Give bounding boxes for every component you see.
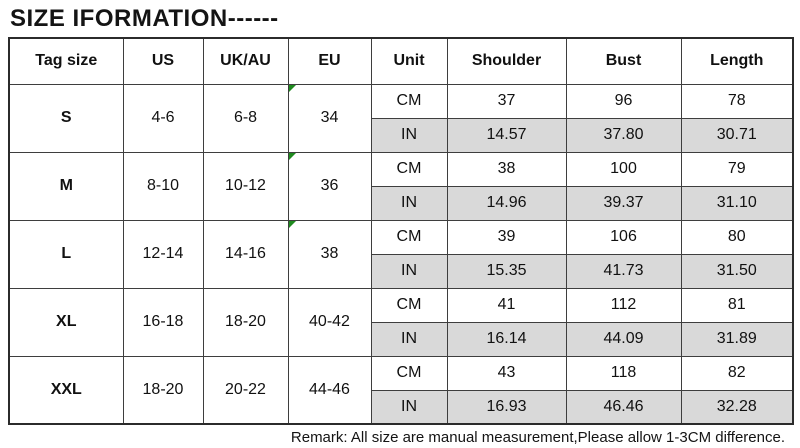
header-shoulder: Shoulder (446, 37, 567, 85)
shoulder-cm-cell: 43 (446, 355, 567, 391)
eu-size-cell: 34 (287, 83, 372, 153)
table-row-cm: XL 16-18 18-20 40-42 CM 41 112 81 (8, 287, 794, 357)
length-in-cell: 30.71 (680, 117, 794, 153)
length-in-cell: 31.89 (680, 321, 794, 357)
us-size-cell: 16-18 (122, 287, 204, 357)
header-ukau: UK/AU (202, 37, 289, 85)
header-row: Tag size US UK/AU EU Unit Shoulder Bust … (8, 37, 794, 85)
ukau-size-cell: 14-16 (202, 219, 289, 289)
shoulder-in-cell: 16.93 (446, 389, 567, 425)
us-size-cell: 4-6 (122, 83, 204, 153)
table-row-in: IN 16.14 44.09 31.89 (9, 321, 794, 357)
corner-marker-icon (289, 153, 296, 160)
unit-cm-cell: CM (370, 151, 448, 187)
size-table-body: S 4-6 6-8 34 CM 37 96 78 IN 14.57 37.80 … (8, 83, 794, 425)
tag-size-cell: L (8, 219, 124, 289)
table-row-in: IN 14.57 37.80 30.71 (9, 117, 794, 153)
length-cm-cell: 81 (680, 287, 794, 323)
header-tag-size: Tag size (8, 37, 124, 85)
header-bust: Bust (565, 37, 682, 85)
length-cm-cell: 78 (680, 83, 794, 119)
eu-size-cell: 36 (287, 151, 372, 221)
size-table: Tag size US UK/AU EU Unit Shoulder Bust … (8, 37, 794, 425)
corner-marker-icon (289, 85, 296, 92)
us-size-cell: 18-20 (122, 355, 204, 425)
bust-cm-cell: 100 (565, 151, 682, 187)
us-size-cell: 12-14 (122, 219, 204, 289)
shoulder-in-cell: 16.14 (446, 321, 567, 357)
table-row-in: IN 16.93 46.46 32.28 (9, 389, 794, 425)
header-length: Length (680, 37, 794, 85)
ukau-size-cell: 18-20 (202, 287, 289, 357)
bust-in-cell: 39.37 (565, 185, 682, 221)
shoulder-cm-cell: 39 (446, 219, 567, 255)
unit-cm-cell: CM (370, 83, 448, 119)
shoulder-cm-cell: 38 (446, 151, 567, 187)
corner-marker-icon (289, 221, 296, 228)
bust-cm-cell: 118 (565, 355, 682, 391)
shoulder-in-cell: 15.35 (446, 253, 567, 289)
header-eu: EU (287, 37, 372, 85)
bust-in-cell: 44.09 (565, 321, 682, 357)
bust-in-cell: 37.80 (565, 117, 682, 153)
remark-text: Remark: All size are manual measurement,… (290, 429, 785, 446)
tag-size-cell: M (8, 151, 124, 221)
bust-in-cell: 46.46 (565, 389, 682, 425)
unit-in-cell: IN (370, 389, 448, 425)
tag-size-cell: XL (8, 287, 124, 357)
unit-in-cell: IN (370, 185, 448, 221)
us-size-cell: 8-10 (122, 151, 204, 221)
eu-size-cell: 38 (287, 219, 372, 289)
page-title: SIZE IFORMATION------ (10, 5, 279, 32)
length-cm-cell: 82 (680, 355, 794, 391)
bust-cm-cell: 96 (565, 83, 682, 119)
table-row-cm: L 12-14 14-16 38 CM 39 106 80 (8, 219, 794, 289)
length-cm-cell: 80 (680, 219, 794, 255)
ukau-size-cell: 6-8 (202, 83, 289, 153)
shoulder-cm-cell: 41 (446, 287, 567, 323)
unit-in-cell: IN (370, 117, 448, 153)
eu-size-cell: 44-46 (287, 355, 372, 425)
table-row-cm: XXL 18-20 20-22 44-46 CM 43 118 82 (8, 355, 794, 425)
bust-cm-cell: 112 (565, 287, 682, 323)
unit-in-cell: IN (370, 253, 448, 289)
eu-size-cell: 40-42 (287, 287, 372, 357)
table-row-cm: S 4-6 6-8 34 CM 37 96 78 (8, 83, 794, 153)
length-in-cell: 31.10 (680, 185, 794, 221)
unit-cm-cell: CM (370, 287, 448, 323)
ukau-size-cell: 20-22 (202, 355, 289, 425)
unit-cm-cell: CM (370, 219, 448, 255)
table-row-cm: M 8-10 10-12 36 CM 38 100 79 (8, 151, 794, 221)
shoulder-cm-cell: 37 (446, 83, 567, 119)
length-in-cell: 31.50 (680, 253, 794, 289)
ukau-size-cell: 10-12 (202, 151, 289, 221)
table-row-in: IN 14.96 39.37 31.10 (9, 185, 794, 221)
tag-size-cell: XXL (8, 355, 124, 425)
bust-cm-cell: 106 (565, 219, 682, 255)
unit-cm-cell: CM (370, 355, 448, 391)
table-row-in: IN 15.35 41.73 31.50 (9, 253, 794, 289)
bust-in-cell: 41.73 (565, 253, 682, 289)
length-in-cell: 32.28 (680, 389, 794, 425)
tag-size-cell: S (8, 83, 124, 153)
header-unit: Unit (370, 37, 448, 85)
shoulder-in-cell: 14.57 (446, 117, 567, 153)
length-cm-cell: 79 (680, 151, 794, 187)
header-us: US (122, 37, 204, 85)
shoulder-in-cell: 14.96 (446, 185, 567, 221)
unit-in-cell: IN (370, 321, 448, 357)
